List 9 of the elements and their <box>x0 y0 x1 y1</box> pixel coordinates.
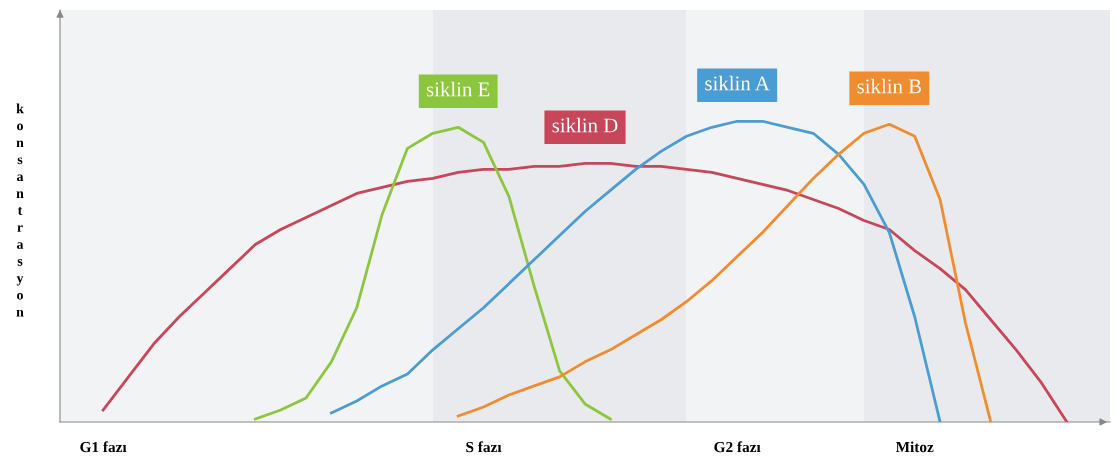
x-tick-label: G1 fazı <box>80 441 127 453</box>
x-tick-label: Mitoz <box>895 441 934 453</box>
x-tick-label: G2 fazı <box>714 441 761 453</box>
text: konsantrasyon <box>16 103 24 317</box>
series-label: siklin B <box>857 78 922 94</box>
x-tick-label: S fazı <box>466 441 502 453</box>
series-label: siklin D <box>552 117 618 133</box>
series-label: siklin A <box>705 75 770 91</box>
series-label: siklin E <box>426 81 490 97</box>
